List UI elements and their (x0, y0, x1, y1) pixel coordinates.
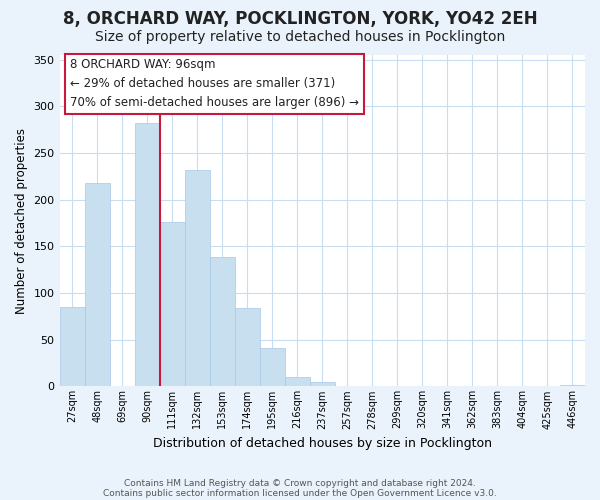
Y-axis label: Number of detached properties: Number of detached properties (15, 128, 28, 314)
Text: Contains public sector information licensed under the Open Government Licence v3: Contains public sector information licen… (103, 488, 497, 498)
Bar (134, 123, 160, 386)
Bar (160, 222, 185, 386)
Text: 8, ORCHARD WAY, POCKLINGTON, YORK, YO42 2EH: 8, ORCHARD WAY, POCKLINGTON, YORK, YO42 … (62, 10, 538, 28)
Text: 8 ORCHARD WAY: 96sqm
← 29% of detached houses are smaller (371)
70% of semi-deta: 8 ORCHARD WAY: 96sqm ← 29% of detached h… (70, 58, 359, 110)
Bar (285, 377, 310, 386)
X-axis label: Distribution of detached houses by size in Pocklington: Distribution of detached houses by size … (153, 437, 492, 450)
Bar (85, 183, 110, 386)
Text: Contains HM Land Registry data © Crown copyright and database right 2024.: Contains HM Land Registry data © Crown c… (124, 478, 476, 488)
Bar (235, 308, 260, 386)
Bar (59, 307, 85, 386)
Bar (185, 170, 209, 386)
Bar (310, 382, 335, 386)
Bar (209, 256, 235, 386)
Bar (260, 348, 285, 387)
Text: Size of property relative to detached houses in Pocklington: Size of property relative to detached ho… (95, 30, 505, 44)
